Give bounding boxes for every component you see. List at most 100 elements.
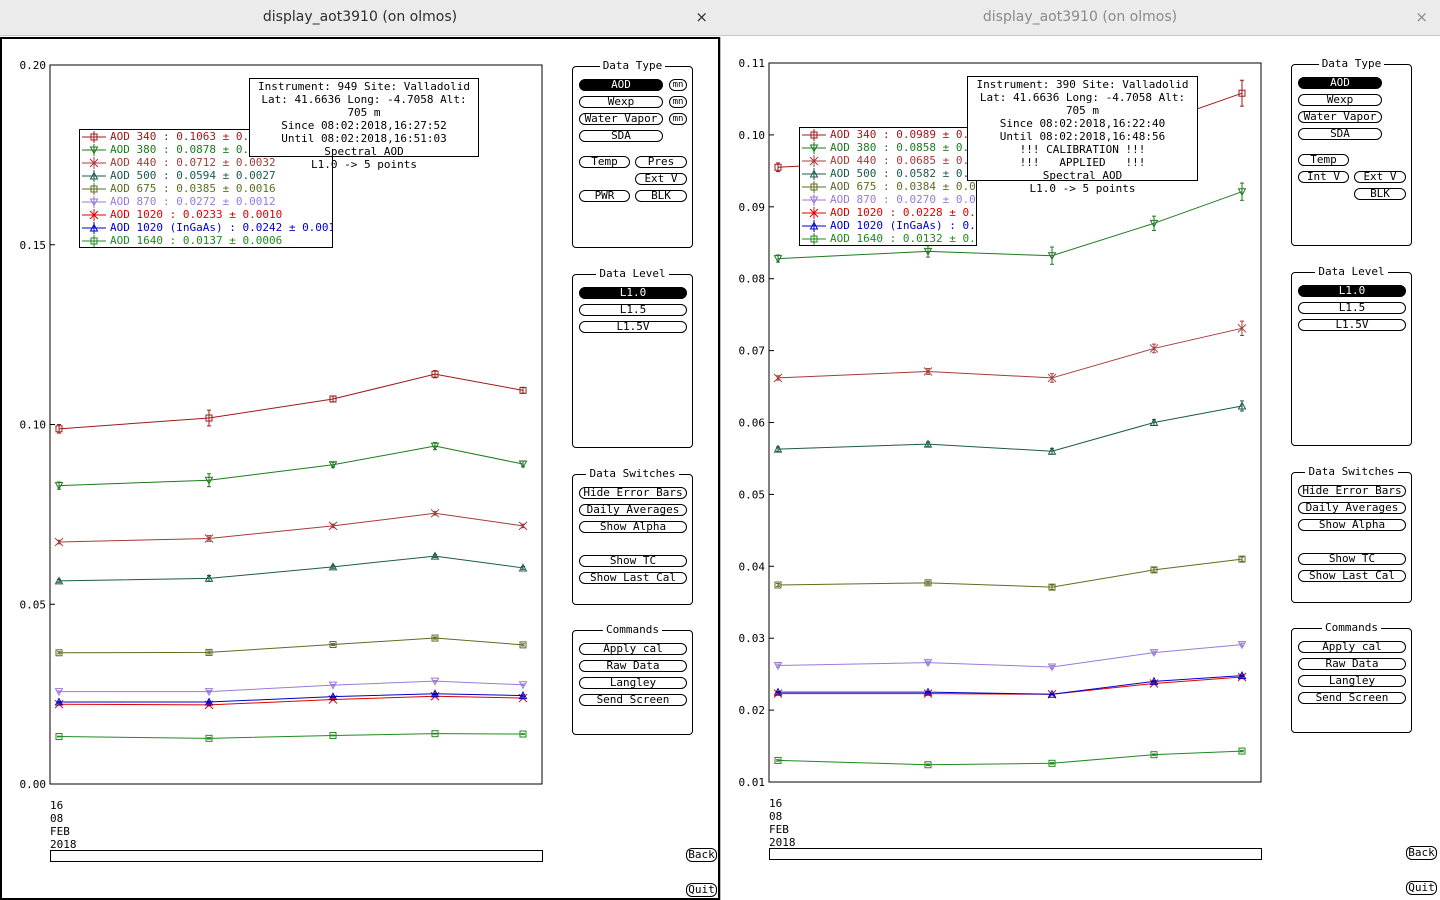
commands-panel: Commands Apply cal Raw Data Langley Send… (1291, 621, 1412, 733)
legend-item: AOD 440 : 0.0712 ± 0.0032 (80, 156, 332, 169)
level-l10-button[interactable]: L1.0 (1298, 285, 1406, 297)
triangle-down-marker (430, 442, 440, 451)
show-last-cal-button[interactable]: Show Last Cal (579, 572, 687, 584)
int-v-button[interactable]: Int V (1298, 171, 1349, 183)
triangle-up-marker (773, 687, 783, 696)
wexp-button[interactable]: Wexp (1298, 94, 1382, 106)
x-axis-date-label: 16 08 FEB 2018 (50, 799, 77, 851)
blk-button[interactable]: BLK (635, 190, 687, 202)
y-tick-label: 0.02 (739, 704, 766, 717)
aod-button[interactable]: AOD (579, 79, 663, 91)
x-marker (773, 689, 783, 698)
y-tick-label: 0.07 (739, 345, 766, 358)
show-alpha-button[interactable]: Show Alpha (1298, 519, 1406, 531)
panel-title: Data Level (596, 267, 669, 280)
show-tc-button[interactable]: Show TC (1298, 553, 1406, 565)
daily-averages-button[interactable]: Daily Averages (579, 504, 687, 516)
square-marker (55, 649, 63, 657)
level-l15v-button[interactable]: L1.5V (579, 321, 687, 333)
langley-button[interactable]: Langley (1298, 675, 1406, 687)
series-aod-1640 (55, 730, 527, 742)
hide-error-bars-button[interactable]: Hide Error Bars (1298, 485, 1406, 497)
x-marker (89, 210, 99, 220)
window-titlebar[interactable]: display_aot3910 (on olmos) × (720, 0, 1440, 36)
water-vapor-button[interactable]: Water Vapor (579, 113, 663, 125)
x-marker (328, 521, 338, 531)
triangle-down-marker (430, 677, 440, 686)
wexp-button[interactable]: Wexp (579, 96, 663, 108)
legend-item: AOD 675 : 0.0384 ± 0.0017 (800, 180, 976, 193)
square-marker (205, 648, 213, 656)
chart-legend: AOD 340 : 0.0989 ± 0.0 AOD 380 : 0.0858 … (799, 127, 977, 246)
series-line (58, 373, 524, 430)
y-tick-label: 0.05 (20, 598, 47, 611)
triangle-down-marker (773, 255, 783, 264)
legend-value: : 0.0878 ± 0.0 (162, 143, 256, 156)
level-l15-button[interactable]: L1.5 (1298, 302, 1406, 314)
show-alpha-button[interactable]: Show Alpha (579, 521, 687, 533)
legend-value: : 0.0242 ± 0.0010 (222, 221, 333, 234)
send-screen-button[interactable]: Send Screen (579, 694, 687, 706)
ext-v-button[interactable]: Ext V (635, 173, 687, 185)
temp-button[interactable]: Temp (1298, 154, 1349, 166)
x-marker (809, 208, 819, 218)
level-l15v-button[interactable]: L1.5V (1298, 319, 1406, 331)
langley-button[interactable]: Langley (579, 677, 687, 689)
triangle-down-marker (1047, 663, 1057, 672)
sda-button[interactable]: SDA (1298, 128, 1382, 140)
sda-button[interactable]: SDA (579, 130, 663, 142)
daily-averages-button[interactable]: Daily Averages (1298, 502, 1406, 514)
square-marker (329, 641, 337, 649)
mn-button[interactable]: mn (669, 113, 687, 125)
hide-error-bars-button[interactable]: Hide Error Bars (579, 487, 687, 499)
send-screen-button[interactable]: Send Screen (1298, 692, 1406, 704)
quit-button[interactable]: Quit (686, 883, 717, 897)
square-marker (519, 730, 527, 738)
show-tc-button[interactable]: Show TC (579, 555, 687, 567)
legend-value: : 0.0385 ± 0.0016 (162, 182, 276, 195)
pwr-button[interactable]: PWR (579, 190, 630, 202)
apply-cal-button[interactable]: Apply cal (579, 643, 687, 655)
triangle-down-marker (328, 681, 338, 690)
series-aod-675 (774, 555, 1246, 591)
level-l10-button[interactable]: L1.0 (579, 287, 687, 299)
apply-cal-button[interactable]: Apply cal (1298, 641, 1406, 653)
mn-button[interactable]: mn (669, 79, 687, 91)
legend-item: AOD 500 : 0.0582 ± 0.0 (800, 167, 976, 180)
quit-button[interactable]: Quit (1406, 881, 1437, 895)
legend-item: AOD 1020 : 0.0228 ± 0.0010 (800, 206, 976, 219)
window-titlebar[interactable]: display_aot3910 (on olmos) × (0, 0, 720, 36)
triangle-down-marker (923, 247, 933, 256)
aod-button[interactable]: AOD (1298, 77, 1382, 89)
back-button[interactable]: Back (1406, 846, 1437, 860)
ext-v-button[interactable]: Ext V (1354, 171, 1406, 183)
series-aod-1020 (773, 672, 1247, 699)
series-aod-440 (54, 508, 528, 547)
info-line: Spectral AOD (324, 145, 404, 158)
square-marker (1238, 747, 1246, 755)
water-vapor-button[interactable]: Water Vapor (1298, 111, 1382, 123)
raw-data-button[interactable]: Raw Data (1298, 658, 1406, 670)
square-marker (1238, 89, 1246, 97)
pres-button[interactable]: Pres (635, 156, 687, 168)
show-last-cal-button[interactable]: Show Last Cal (1298, 570, 1406, 582)
square-marker (519, 386, 527, 394)
raw-data-button[interactable]: Raw Data (579, 660, 687, 672)
blk-button[interactable]: BLK (1354, 188, 1406, 200)
data-level-panel: Data Level L1.0 L1.5 L1.5V (1291, 265, 1412, 446)
close-icon[interactable]: × (695, 8, 708, 26)
square-marker (810, 131, 818, 139)
window-title: display_aot3910 (on olmos) (982, 9, 1178, 25)
level-l15-button[interactable]: L1.5 (579, 304, 687, 316)
time-scrollbar[interactable] (769, 848, 1262, 860)
temp-button[interactable]: Temp (579, 156, 630, 168)
close-icon[interactable]: × (1415, 8, 1428, 26)
back-button[interactable]: Back (686, 848, 717, 862)
time-scrollbar[interactable] (50, 850, 543, 862)
legend-item: AOD 675 : 0.0385 ± 0.0016 (80, 182, 332, 195)
legend-item: AOD 380 : 0.0878 ± 0.0 (80, 143, 332, 156)
series-line (58, 445, 524, 487)
mn-button[interactable]: mn (669, 96, 687, 108)
y-tick-label: 0.10 (20, 419, 47, 432)
triangle-up-marker (773, 444, 783, 453)
